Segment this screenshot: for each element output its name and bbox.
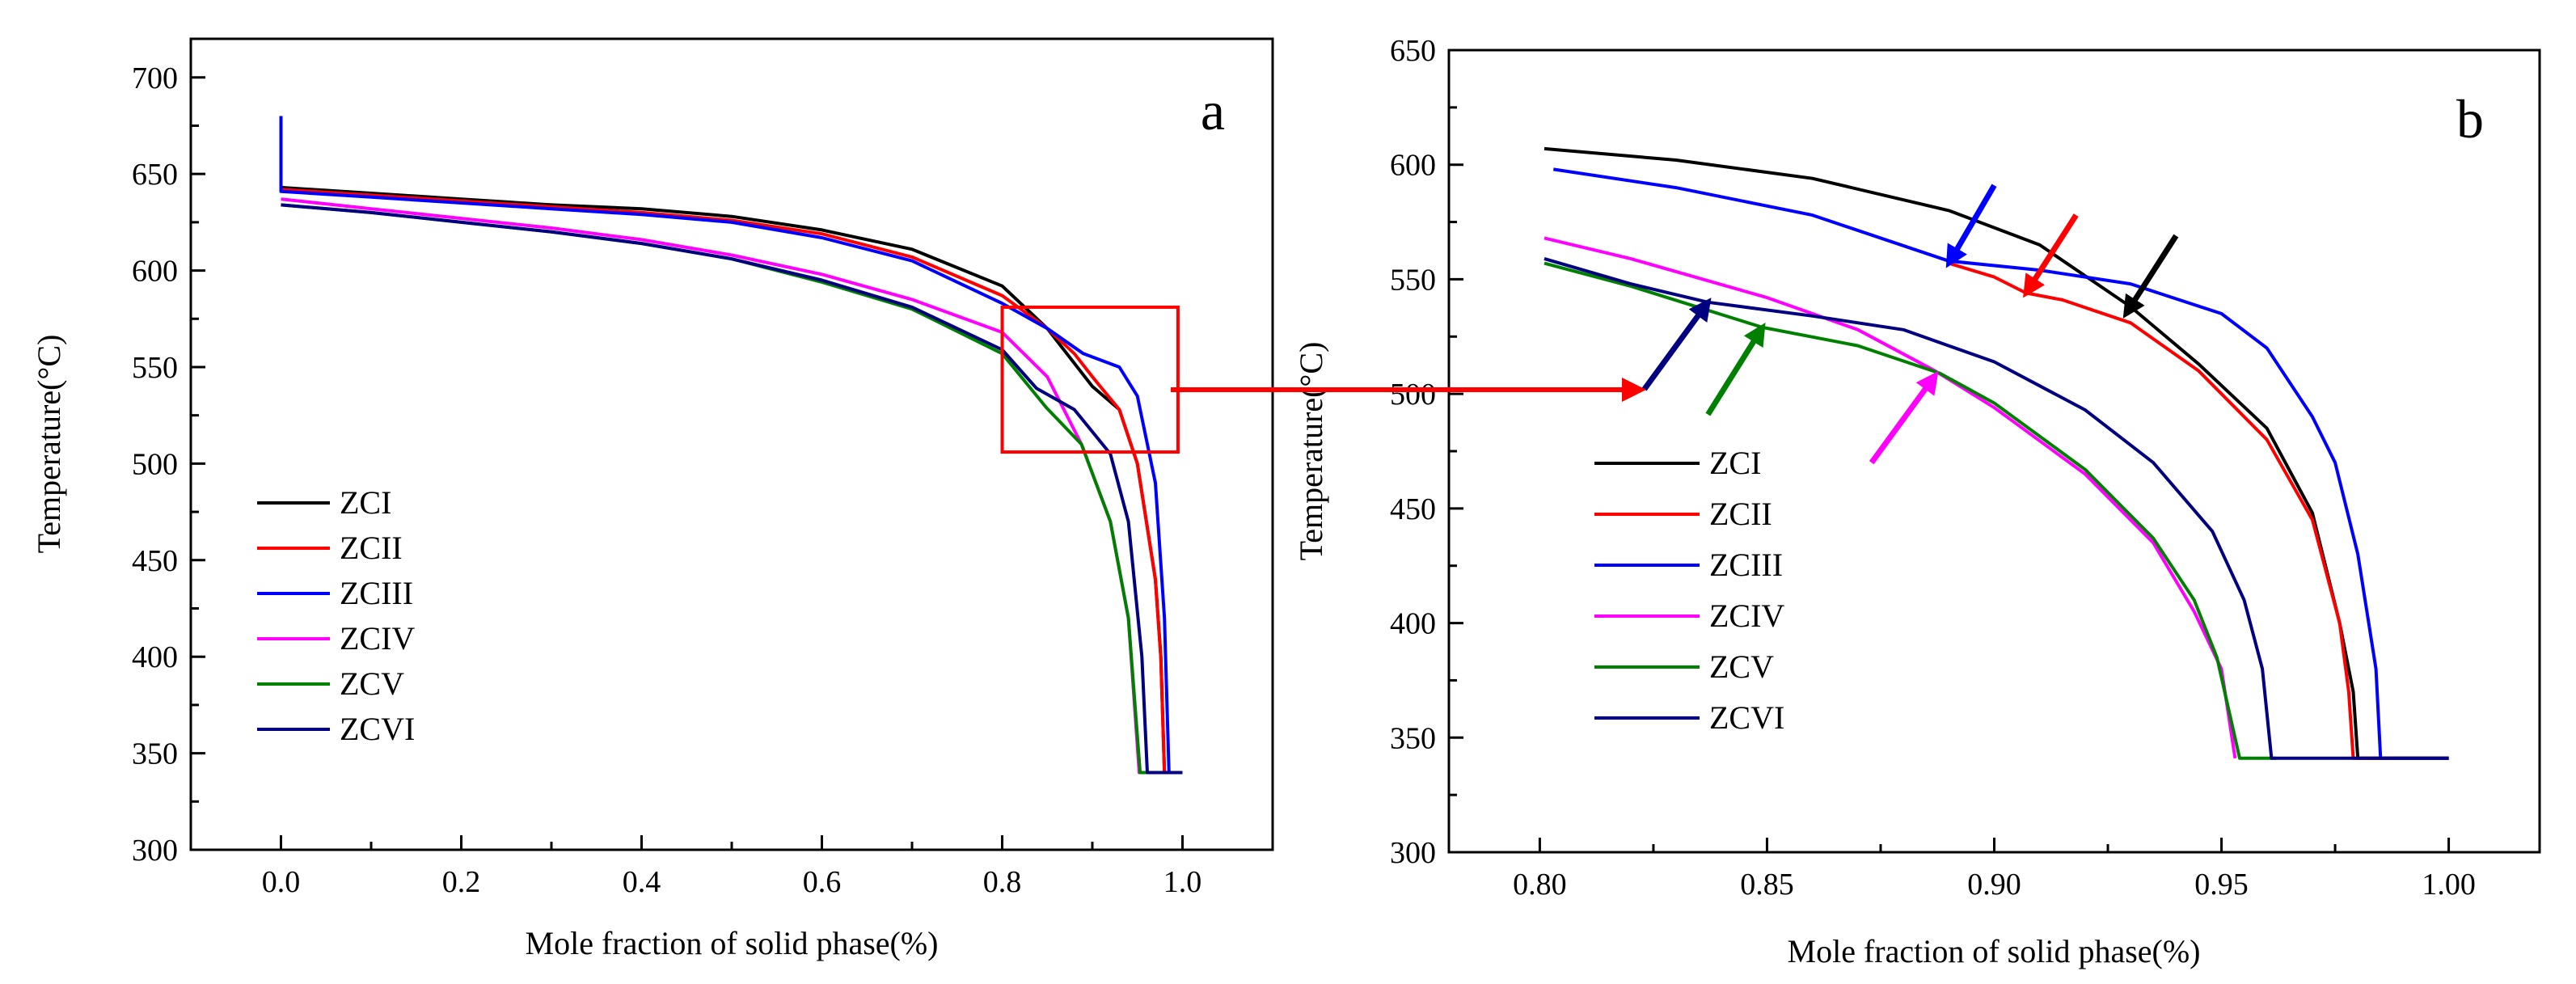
annotation-arrow [2122, 234, 2179, 319]
series-line-zcvi [281, 203, 1183, 775]
series-line-zcv [281, 203, 1147, 775]
series-line-zcii [1948, 261, 2449, 760]
y-tick-label: 650 [1390, 34, 1436, 68]
legend-label: ZCI [340, 484, 391, 521]
legend-label: ZCI [1709, 445, 1761, 481]
panel-label-a: a [1201, 80, 1225, 141]
series-line-zcv [1543, 261, 2276, 760]
axes-a-ticks: 0.0 0.2 0.4 0.6 0.8 1.0 300 350 400 450 500 550 600 6… [132, 61, 1201, 899]
y-axis-label-b: Temperature(°C) [1293, 342, 1329, 561]
overlay-b-layer [1641, 184, 2179, 465]
plot-area-b [1447, 49, 2541, 854]
y-tick-label: 300 [132, 834, 178, 868]
annotation-arrow [1869, 370, 1939, 465]
legend-label: ZCVI [1709, 699, 1784, 736]
x-tick-label: 1.0 [1163, 865, 1202, 899]
y-tick-label: 350 [132, 737, 178, 771]
x-tick-label: 0.0 [262, 865, 301, 899]
series-line-zciv [281, 197, 1147, 775]
x-tick-label: 0.85 [1740, 868, 1794, 902]
annotation-arrow [1945, 184, 1997, 268]
legend-label: ZCII [340, 530, 403, 566]
y-tick-label: 550 [132, 351, 178, 385]
y-tick-label: 500 [132, 447, 178, 481]
y-tick-label: 400 [132, 640, 178, 674]
series-line-zci [1543, 146, 2449, 760]
series-line-zciii [279, 116, 1183, 775]
legend-label: ZCVI [340, 711, 415, 747]
legend-label: ZCIV [340, 620, 415, 657]
panel-label-b: b [2456, 88, 2484, 150]
x-axis-label-a: Mole fraction of solid phase(%) [526, 925, 939, 961]
y-tick-label: 650 [132, 158, 178, 192]
legend-label: ZCIV [1709, 598, 1784, 634]
series-a-layer [279, 116, 1183, 775]
y-tick-label: 600 [132, 255, 178, 289]
legend-a: ZCI ZCII ZCIII ZCIV ZCV ZCVI [257, 484, 415, 747]
y-tick-label: 400 [1390, 607, 1436, 641]
y-tick-label: 450 [132, 544, 178, 578]
y-tick-label: 300 [1390, 836, 1436, 870]
x-tick-label: 0.4 [623, 865, 661, 899]
x-tick-label: 0.6 [803, 865, 842, 899]
annotation-arrow [2023, 213, 2079, 298]
x-tick-label: 0.90 [1967, 868, 2021, 902]
y-tick-label: 700 [132, 61, 178, 95]
annotation-arrow [1641, 298, 1712, 391]
legend-label: ZCV [340, 665, 404, 702]
y-axis-label-a: Temperature(°C) [31, 335, 67, 554]
y-tick-label: 500 [1390, 378, 1436, 412]
x-tick-label: 0.95 [2194, 868, 2249, 902]
panel-a-chart: 0.0 0.2 0.4 0.6 0.8 1.0 300 350 400 450 500 550 600 6… [31, 37, 1274, 961]
zoom-box [1000, 305, 1180, 454]
axes-b-ticks: 0.80 0.85 0.90 0.95 1.00 300 350 400 450 500 550 60… [1390, 34, 2476, 902]
series-line-zcii [281, 188, 1183, 775]
x-tick-label: 1.00 [2422, 868, 2476, 902]
legend-label: ZCV [1709, 648, 1774, 685]
annotation-arrow [1705, 323, 1766, 416]
x-tick-label: 0.80 [1513, 868, 1567, 902]
legend-label: ZCII [1709, 496, 1772, 532]
legend-label: ZCIII [340, 575, 413, 611]
x-tick-label: 0.2 [442, 865, 481, 899]
x-tick-label: 0.8 [983, 865, 1022, 899]
series-line-zciii [1553, 167, 2449, 760]
y-tick-label: 450 [1390, 492, 1436, 526]
panel-b-chart: 0.80 0.85 0.90 0.95 1.00 300 350 400 450 500 550 60… [1293, 34, 2541, 969]
x-axis-label-b: Mole fraction of solid phase(%) [1788, 933, 2201, 969]
series-line-zciv [1543, 236, 2237, 759]
legend-label: ZCIII [1709, 547, 1783, 583]
y-tick-label: 350 [1390, 721, 1436, 755]
y-tick-label: 550 [1390, 263, 1436, 297]
y-tick-label: 600 [1390, 149, 1436, 183]
legend-b: ZCI ZCII ZCIII ZCIV ZCV ZCVI [1594, 445, 1784, 736]
overlay-a-layer [1000, 305, 1180, 454]
series-line-zci [281, 185, 1183, 775]
series-line-zcvi [1543, 256, 2449, 760]
